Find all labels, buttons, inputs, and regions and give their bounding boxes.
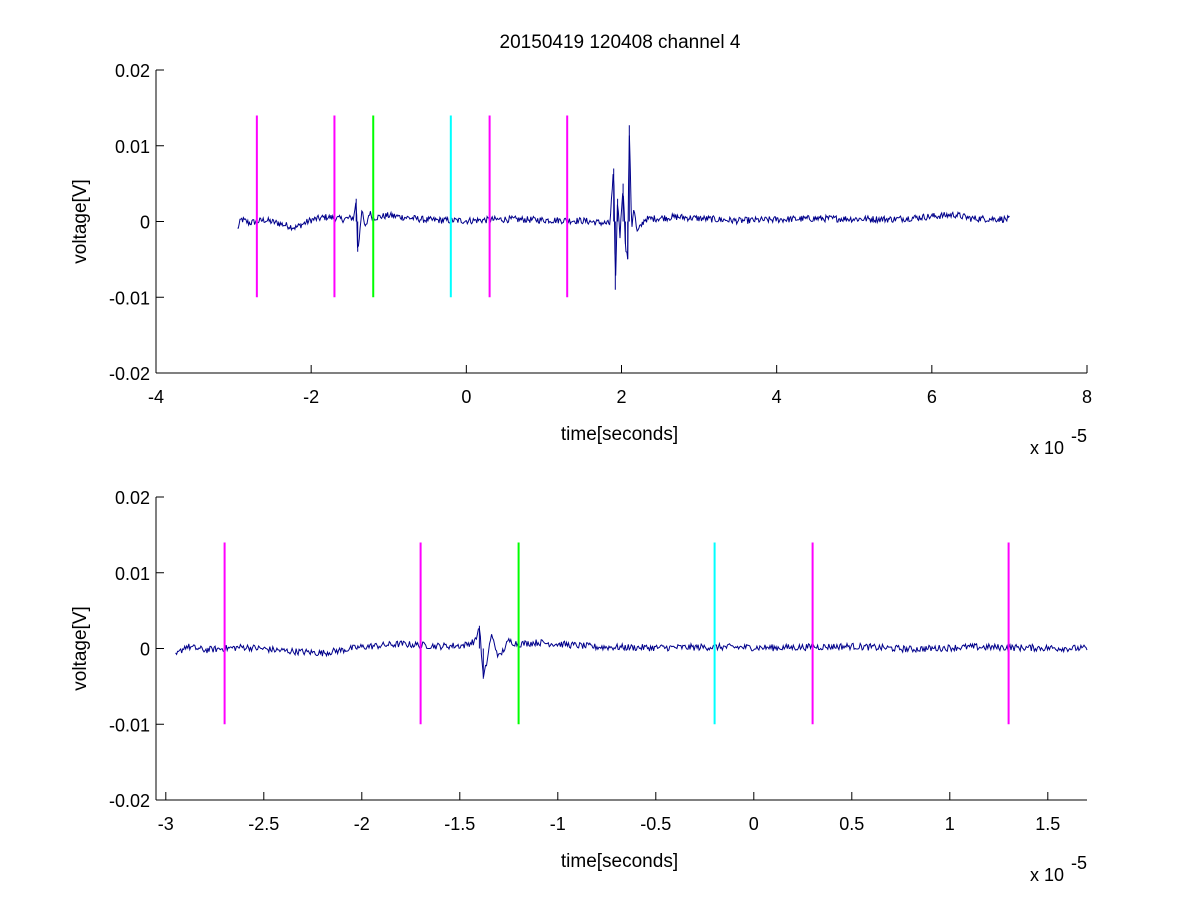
y-tick-label: -0.02 — [109, 791, 150, 811]
x-multiplier-exponent: -5 — [1071, 426, 1087, 446]
signal-spikes — [478, 625, 484, 679]
signal-spikes — [355, 125, 630, 290]
x-tick-label: 4 — [772, 387, 782, 407]
x-tick-label: -2 — [303, 387, 319, 407]
y-tick-label: 0.02 — [115, 61, 150, 81]
x-tick-label: -1 — [550, 814, 566, 834]
y-tick-label: 0.01 — [115, 137, 150, 157]
x-multiplier: x 10 — [1030, 438, 1064, 458]
x-tick-label: 0.5 — [839, 814, 864, 834]
x-axis-label: time[seconds] — [561, 424, 678, 445]
y-tick-label: -0.02 — [109, 364, 150, 384]
x-tick-label: 0 — [749, 814, 759, 834]
x-tick-label: -2.5 — [248, 814, 279, 834]
x-multiplier-exponent: -5 — [1071, 853, 1087, 873]
y-tick-label: -0.01 — [109, 288, 150, 308]
y-axis-label: voltage[V] — [70, 606, 91, 691]
x-tick-label: 0 — [461, 387, 471, 407]
y-tick-label: 0 — [140, 213, 150, 233]
x-tick-label: -0.5 — [640, 814, 671, 834]
x-multiplier: x 10 — [1030, 865, 1064, 885]
x-tick-label: 2 — [616, 387, 626, 407]
y-tick-label: -0.01 — [109, 715, 150, 735]
bottom-subplot: -0.02 -0.01 0 0.01 0.02 -3 -2.5 -2 -1.5 -1 -0.5 0 0.… — [70, 488, 1088, 885]
x-tick-label: -3 — [158, 814, 174, 834]
x-tick-label: 1.5 — [1035, 814, 1060, 834]
y-axis-label: voltage[V] — [70, 179, 91, 264]
y-tick-label: 0.01 — [115, 564, 150, 584]
x-tick-label: 6 — [927, 387, 937, 407]
x-axis-label: time[seconds] — [561, 851, 678, 872]
x-tick-label: -1.5 — [444, 814, 475, 834]
chart-title: 20150419 120408 channel 4 — [500, 32, 741, 53]
x-tick-label: 1 — [945, 814, 955, 834]
y-tick-label: 0.02 — [115, 488, 150, 508]
x-tick-label: -4 — [148, 387, 164, 407]
x-tick-label: 8 — [1082, 387, 1092, 407]
top-subplot: -0.02 -0.01 0 0.01 0.02 -4 -2 0 2 4 6 8 time[seconds… — [70, 61, 1092, 458]
signal-line — [175, 628, 1088, 678]
x-tick-label: -2 — [354, 814, 370, 834]
y-tick-label: 0 — [140, 640, 150, 660]
